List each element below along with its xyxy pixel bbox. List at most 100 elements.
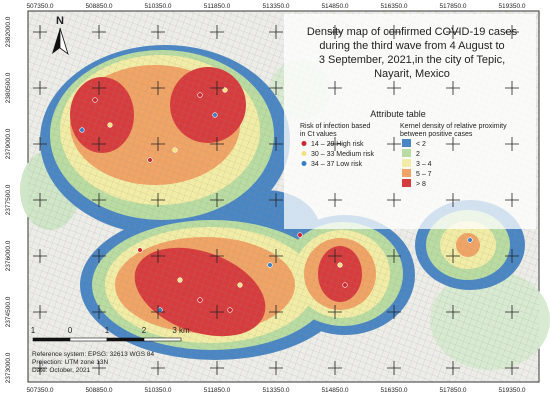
cross [151,361,165,375]
cross [269,361,283,375]
x-coord-top: 516350.0 [380,3,407,10]
cross [92,249,106,263]
reference: Reference system: EPSG: 32613 WGS 84Proj… [32,351,154,374]
cross [387,137,401,151]
kernel-label: < 2 [416,141,426,148]
kernel-title: between positive cases [400,131,473,138]
cross [505,361,519,375]
cross [33,193,47,207]
x-coord-top: 508850.0 [85,3,112,10]
x-coord-bottom: 508850.0 [85,387,112,394]
cross [269,249,283,263]
risk-swatch [301,161,307,166]
cross [269,137,283,151]
cross [328,193,342,207]
x-coord-bottom: 514850.0 [321,387,348,394]
cross [33,137,47,151]
x-coord-bottom: 510350.0 [144,387,171,394]
kernel-swatch [402,159,411,167]
grid-crosses [33,25,519,375]
cross [328,249,342,263]
cross [210,137,224,151]
x-coord-top: 514850.0 [321,3,348,10]
kernel-swatch [402,139,411,147]
reference-line: Projection: UTM zone 13N [32,359,109,366]
cross [387,305,401,319]
x-coord-bottom: 513350.0 [262,387,289,394]
title: Density map of confirmed COVID-19 cases d… [307,26,518,80]
y-coord: 2374500.0 [5,296,12,327]
scale-label: 2 [142,326,147,335]
cross [446,305,460,319]
risk-label: 14 – 29 High risk [311,141,364,148]
kernel-label: > 8 [416,181,426,188]
cross [446,81,460,95]
legend-title: Attribute table [370,109,426,119]
kernel-swatch [402,149,411,157]
cross [33,249,47,263]
x-coord-bottom: 516350.0 [380,387,407,394]
cross [92,137,106,151]
cross [505,81,519,95]
kernel-label: 3 – 4 [416,161,432,168]
cross [505,193,519,207]
x-coord-top: 507350.0 [26,3,53,10]
cross [210,249,224,263]
risk-swatch [301,151,307,156]
x-coord-bottom: 511850.0 [204,387,231,394]
x-coord-top: 511850.0 [204,3,231,10]
kernel-swatch [402,169,411,177]
title-line: Nayarit, Mexico [374,68,450,80]
cross [328,137,342,151]
cross [446,25,460,39]
cross [505,249,519,263]
cross [446,193,460,207]
scale-segment [106,337,145,342]
x-coord-bottom: 517850.0 [439,387,466,394]
x-coord-top: 517850.0 [439,3,466,10]
cross [446,361,460,375]
risk-label: 30 – 33 Medium risk [311,151,375,158]
north-arrow: N [52,15,69,56]
cross [328,81,342,95]
y-coord: 2380500.0 [5,72,12,103]
cross [505,137,519,151]
cross [210,25,224,39]
reference-line: Date: October, 2021 [32,367,91,374]
cross [328,25,342,39]
cross [151,193,165,207]
cross [33,81,47,95]
cross [151,249,165,263]
cross [210,193,224,207]
cross [387,249,401,263]
reference-line: Reference system: EPSG: 32613 WGS 84 [32,351,154,358]
risk-title: Risk of infection based [300,123,371,130]
cross [387,193,401,207]
x-coord-top: 513350.0 [262,3,289,10]
x-coord-bottom: 519350.0 [498,387,525,394]
kernel-label: 5 – 7 [416,171,432,178]
title-line: 3 September, 2021,in the city of Tepic, [319,54,505,66]
cross [33,25,47,39]
scale-label: 1 [31,326,36,335]
cross [269,25,283,39]
coordinates: 507350.0 507350.0 508850.0 508850.0 510350.0… [5,3,526,394]
y-coord: 2376000.0 [5,240,12,271]
cross [269,193,283,207]
kernel-label: 2 [416,151,420,158]
cross [151,305,165,319]
risk-swatch [301,141,307,146]
y-coord: 2382000.0 [5,16,12,47]
cross [328,361,342,375]
cross [210,81,224,95]
legend-bg [284,14,536,229]
scale-label: 1 [105,326,110,335]
y-coord: 2373000.0 [5,352,12,383]
x-coord-top: 519350.0 [498,3,525,10]
cross [92,81,106,95]
cross [328,305,342,319]
x-coord-top: 510350.0 [144,3,171,10]
kernel-title: Kernel density of relative proximity [400,123,507,130]
